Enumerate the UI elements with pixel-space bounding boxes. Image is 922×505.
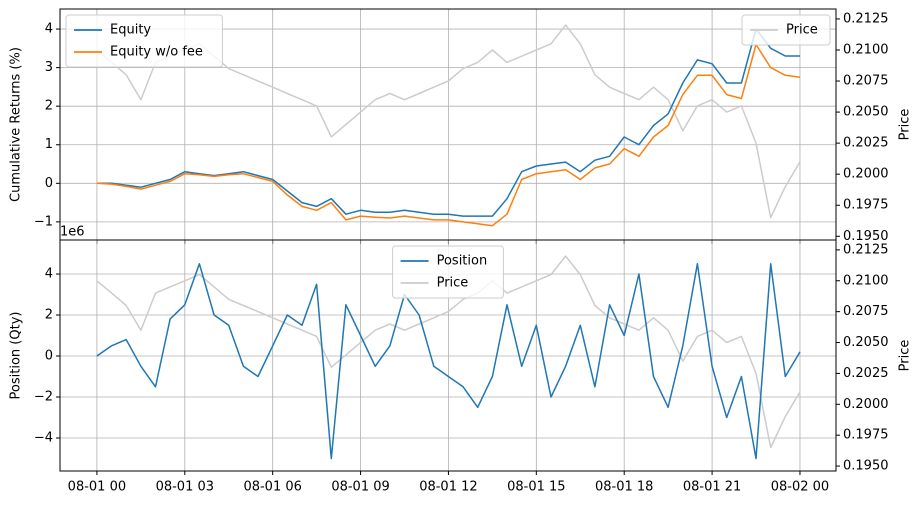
subplot: 08-01 00 08-01 03 08-01 06 08-01 09 08-01 12… — [9, 225, 913, 495]
y2-tick-label: 0.1950 — [843, 459, 889, 474]
y2-tick-label: 0.2025 — [843, 366, 889, 381]
legend: Price — [741, 14, 831, 46]
legend-label: Price — [786, 23, 818, 38]
y2-tick-label: 0.2025 — [843, 136, 889, 151]
y2-tick-label: 0.2075 — [843, 74, 889, 89]
y2-tick-label: 0.1975 — [843, 198, 889, 213]
x-tick-label: 08-01 15 — [507, 480, 565, 495]
y2-tick-label: 0.1975 — [843, 428, 889, 443]
legend-label: Position — [437, 254, 488, 269]
x-tick-label: 08-01 00 — [68, 480, 126, 495]
y-tick-label: 0 — [45, 349, 53, 364]
legend: Equity Equity w/o fee — [65, 14, 223, 68]
legend: Position Price — [392, 245, 504, 299]
legend-box — [741, 14, 831, 46]
series-line — [96, 43, 801, 227]
subplot: −1 0 1 2 3 4 0.1950 0.1975 0.2000 0.2025 0.2050 0.2… — [9, 8, 913, 244]
series-line — [96, 255, 801, 449]
y-tick-label: −2 — [34, 390, 53, 405]
y-tick-label: −1 — [34, 214, 53, 229]
y-tick-label: 3 — [45, 60, 53, 75]
legend-box — [65, 14, 223, 68]
y2-tick-label: 0.2000 — [843, 167, 889, 182]
y-tick-label: 2 — [45, 308, 53, 323]
axes-frame — [59, 239, 837, 472]
y2-tick-label: 0.2100 — [843, 42, 889, 57]
x-tick-label: 08-01 21 — [683, 480, 741, 495]
y2-tick-label: 0.1950 — [843, 229, 889, 244]
legend-label: Price — [437, 276, 469, 291]
series-line — [96, 28, 800, 217]
x-tick-label: 08-02 00 — [771, 480, 829, 495]
y-tick-label: 1 — [45, 137, 53, 152]
y2-tick-label: 0.2125 — [843, 242, 889, 257]
legend-box — [392, 245, 504, 299]
y-axis-label: Position (Qty) — [9, 312, 24, 400]
y2-axis-label: Price — [898, 340, 913, 372]
y-tick-label: 2 — [45, 99, 53, 114]
x-tick-label: 08-01 06 — [243, 480, 301, 495]
y-axis-label: Cumulative Returns (%) — [9, 47, 24, 202]
y2-tick-label: 0.2125 — [843, 11, 889, 26]
series-line — [96, 263, 801, 460]
y2-tick-label: 0.2050 — [843, 105, 889, 120]
x-tick-label: 08-01 12 — [419, 480, 477, 495]
legend-label: Equity — [110, 23, 151, 38]
y2-tick-label: 0.2075 — [843, 304, 889, 319]
y2-axis-label: Price — [898, 109, 913, 141]
y2-tick-label: 0.2000 — [843, 397, 889, 412]
y-tick-label: −4 — [34, 431, 53, 446]
x-tick-label: 08-01 09 — [331, 480, 389, 495]
x-tick-label: 08-01 03 — [156, 480, 214, 495]
y-tick-label: 4 — [45, 267, 53, 282]
y2-tick-label: 0.2100 — [843, 273, 889, 288]
y2-tick-label: 0.2050 — [843, 335, 889, 350]
legend-label: Equity w/o fee — [110, 45, 203, 60]
x-tick-label: 08-01 18 — [595, 480, 653, 495]
y-tick-label: 0 — [45, 176, 53, 191]
y-offset-label: 1e6 — [60, 225, 85, 240]
y-tick-label: 4 — [45, 22, 53, 37]
